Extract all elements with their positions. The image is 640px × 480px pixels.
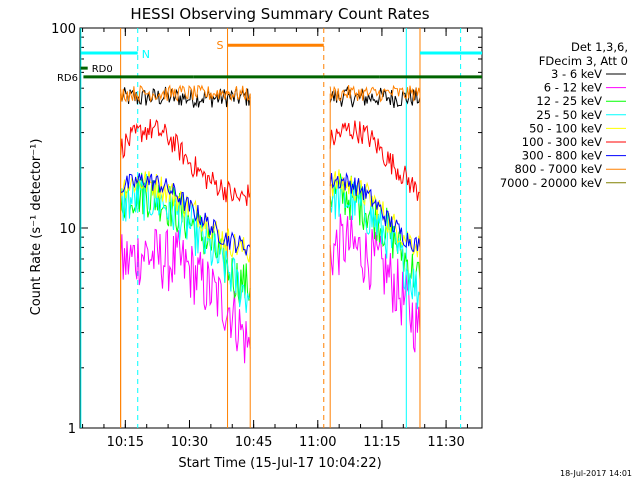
series-line xyxy=(329,84,421,103)
legend-label: 800 - 7000 keV xyxy=(514,162,602,176)
series-line xyxy=(329,120,421,201)
x-axis-label: Start Time (15-Jul-17 10:04:22) xyxy=(178,456,381,471)
state-bar-label: RD6 xyxy=(57,73,78,84)
y-axis-label: Count Rate (s⁻¹ detector⁻¹) xyxy=(29,139,44,316)
state-bar-label: RD0 xyxy=(92,64,113,75)
legend-header: Det 1,3,6, xyxy=(571,40,628,54)
x-tick-label: 10:45 xyxy=(235,435,272,450)
attenuator-state-bars: N RD0 RD6 S xyxy=(57,39,482,84)
y-tick-label: 1 xyxy=(68,422,76,437)
legend-label: 25 - 50 keV xyxy=(536,108,602,122)
plot-axes: 1 10 100 10:15 10:30 10:45 11:00 11:15 11:30 xyxy=(51,22,483,450)
legend-label: 100 - 300 keV xyxy=(522,135,602,149)
x-tick-label: 10:30 xyxy=(171,435,208,450)
x-tick-label: 11:00 xyxy=(299,435,336,450)
x-tick-label: 10:15 xyxy=(107,435,144,450)
data-series xyxy=(120,84,421,428)
series-line xyxy=(120,173,251,256)
series-line xyxy=(329,213,421,353)
y-tick-label: 100 xyxy=(51,22,76,37)
legend-label: 6 - 12 keV xyxy=(544,81,602,95)
state-bar-label: S xyxy=(217,39,224,52)
x-tick-label: 11:15 xyxy=(363,435,400,450)
series-line xyxy=(120,86,251,108)
event-lines xyxy=(80,28,462,428)
legend-label: 50 - 100 keV xyxy=(529,121,602,135)
series-line xyxy=(120,119,251,206)
footer-date: 18-Jul-2017 14:01 xyxy=(560,469,632,478)
legend-label: 3 - 6 keV xyxy=(551,67,602,81)
state-bar-label: N xyxy=(142,48,150,61)
y-tick-label: 10 xyxy=(59,222,76,237)
series-line xyxy=(120,228,251,364)
legend-label: 7000 - 20000 keV xyxy=(500,176,602,190)
series-line xyxy=(329,172,421,253)
series-line xyxy=(120,171,251,263)
x-tick-label: 11:30 xyxy=(427,435,464,450)
legend-header: FDecim 3, Att 0 xyxy=(539,54,628,68)
legend-label: 300 - 800 keV xyxy=(522,149,602,163)
series-line xyxy=(329,86,421,108)
series-line xyxy=(329,177,421,310)
legend-label: 12 - 25 keV xyxy=(536,94,602,108)
chart-title: HESSI Observing Summary Count Rates xyxy=(130,5,429,23)
series-line xyxy=(120,84,251,103)
